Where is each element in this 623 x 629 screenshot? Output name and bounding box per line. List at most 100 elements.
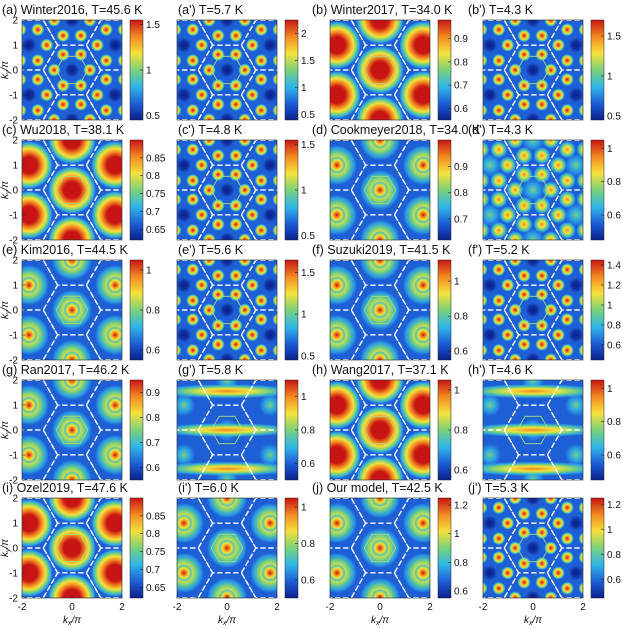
zone-boundary xyxy=(350,404,410,456)
panel-title-text: T=5.2 K xyxy=(485,243,530,257)
intensity-peak xyxy=(22,446,38,464)
intensity-peak xyxy=(22,23,27,36)
intensity-blob xyxy=(356,46,404,94)
zone-boundary xyxy=(503,334,563,360)
intensity-peak xyxy=(56,78,70,92)
intensity-peak xyxy=(186,223,200,237)
panel-title-text: Ran2017, T=46.2 K xyxy=(21,363,130,377)
intensity-peak xyxy=(535,556,549,570)
intensity-peak xyxy=(578,73,583,86)
intensity-peak xyxy=(273,124,286,137)
colorbar-tick-label: 0.65 xyxy=(146,583,166,594)
zone-boundary xyxy=(503,44,563,96)
intensity-peak xyxy=(238,113,252,120)
intensity-peak xyxy=(371,181,389,199)
panel-title: (h) Wang2017, T=37.1 K xyxy=(312,363,449,377)
intensity-blob xyxy=(330,21,361,69)
intensity-peak xyxy=(577,122,594,139)
intensity-blob xyxy=(356,406,404,454)
intensity-peak xyxy=(578,582,583,595)
intensity-peak xyxy=(22,73,27,86)
intensity-peak xyxy=(186,263,200,277)
intensity-peak xyxy=(186,312,200,326)
x-axis-label: kx/π xyxy=(218,615,236,627)
zone-boundary xyxy=(350,44,410,96)
zone-boundary xyxy=(350,214,410,240)
intensity-peak xyxy=(177,23,182,36)
axes-frame xyxy=(482,259,584,361)
colorbar-tick-label: 1 xyxy=(454,277,460,288)
intensity-peak xyxy=(490,221,508,239)
intensity-peak xyxy=(483,501,488,514)
intensity-blob xyxy=(48,140,96,164)
intensity-peak xyxy=(63,421,81,439)
y-tick-label: 0 xyxy=(12,306,18,317)
zone-boundary xyxy=(197,334,257,360)
zone-boundary xyxy=(42,404,102,456)
intensity-peak xyxy=(273,363,286,376)
colorbar-tick-label: 0.6 xyxy=(301,459,315,470)
colorbar-tick-label: 0.7 xyxy=(146,438,160,449)
intensity-peak xyxy=(587,0,600,2)
intensity-dip xyxy=(177,207,192,223)
intensity-peak xyxy=(517,269,531,283)
first-zone-hexagon xyxy=(55,533,89,563)
y-tick-label: 2 xyxy=(12,136,18,147)
intensity-peak xyxy=(211,168,225,182)
zone-boundary xyxy=(177,189,214,240)
intensity-peak xyxy=(211,269,225,283)
intensity-peak xyxy=(560,532,574,546)
intensity-peak xyxy=(492,294,506,308)
zone-boundary xyxy=(350,94,410,120)
panel-label: (i') xyxy=(178,481,195,495)
zone-boundary xyxy=(177,597,200,598)
intensity-peak xyxy=(218,589,236,598)
intensity-peak xyxy=(535,269,549,283)
intensity-peak xyxy=(544,541,558,555)
intensity-peak xyxy=(238,140,252,147)
intensity-peak xyxy=(535,97,549,111)
intensity-peak xyxy=(414,614,432,629)
intensity-dip xyxy=(262,207,277,223)
intensity-peak xyxy=(31,103,45,117)
zone-boundary xyxy=(483,189,520,240)
intensity-blob xyxy=(22,499,53,547)
y-tick-label: 2 xyxy=(12,16,18,27)
intensity-peak xyxy=(508,260,522,267)
intensity-blob xyxy=(564,443,583,467)
panel-2: (b) Winter2017, T=34.0 K 0.9 0.8 0.7 0.6 xyxy=(312,3,468,121)
colorbar-tick-label: 1.2 xyxy=(454,501,468,512)
intensity-peak xyxy=(31,54,45,68)
intensity-dip xyxy=(525,540,541,556)
intensity-dip xyxy=(525,302,541,318)
intensity-peak xyxy=(245,88,259,102)
intensity-peak xyxy=(501,0,514,2)
intensity-dip xyxy=(525,112,541,120)
x-axis-label: kx/π xyxy=(63,615,81,627)
intensity-dip xyxy=(219,232,235,240)
intensity-peak xyxy=(63,301,81,319)
colorbar-tick-label: 1 xyxy=(301,503,307,514)
intensity-peak xyxy=(544,303,558,317)
first-zone-hexagon xyxy=(363,533,397,563)
intensity-dip xyxy=(219,62,235,78)
intensity-peak xyxy=(195,88,209,102)
intensity-peak xyxy=(117,23,122,36)
intensity-peak xyxy=(272,23,277,36)
zone-boundary xyxy=(177,309,214,360)
intensity-peak xyxy=(517,97,531,111)
intensity-peak xyxy=(56,97,70,111)
intensity-dip xyxy=(219,182,235,198)
intensity-peak xyxy=(501,516,515,530)
intensity-peak xyxy=(83,113,97,120)
panel-title: (a) Winter2016, T=45.6 K xyxy=(2,3,143,17)
intensity-peak xyxy=(483,172,490,189)
intensity-peak xyxy=(186,192,200,206)
intensity-peak xyxy=(517,556,531,570)
intensity-peak xyxy=(47,113,61,120)
intensity-peak xyxy=(414,156,430,174)
intensity-peak xyxy=(238,233,252,240)
intensity-peak xyxy=(273,243,286,256)
colorbar-tick-label: 0.8 xyxy=(607,550,621,561)
intensity-peak xyxy=(560,294,574,308)
